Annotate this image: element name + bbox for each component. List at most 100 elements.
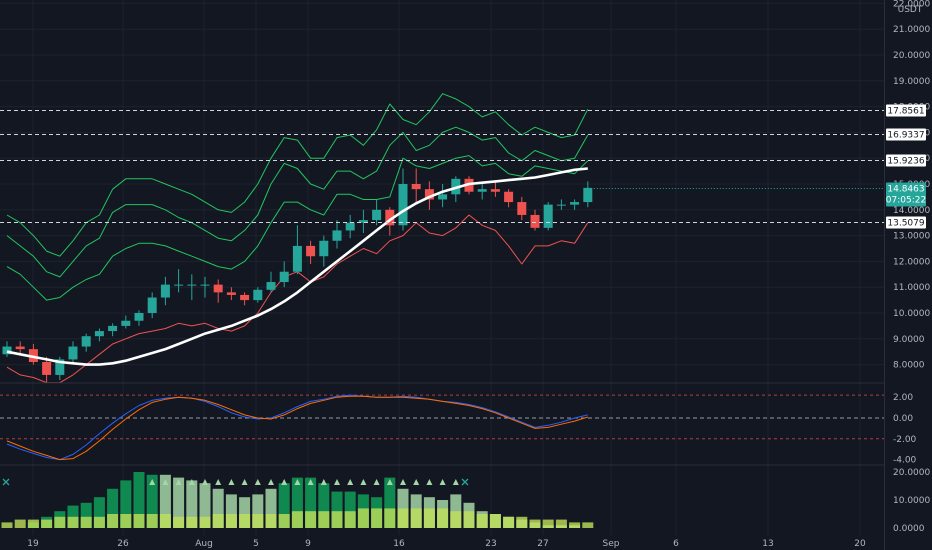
- time-axis-label: 6: [673, 539, 679, 549]
- candle[interactable]: [15, 341, 25, 355]
- histogram-bar-base: [54, 516, 66, 528]
- candle[interactable]: [345, 214, 355, 239]
- osc-axis-label: -4.00: [893, 456, 917, 466]
- histogram-bar-base: [371, 508, 383, 528]
- candle[interactable]: [358, 209, 368, 234]
- candle[interactable]: [147, 292, 157, 319]
- signal-triangle-marker: [149, 479, 156, 485]
- histogram-bar-base: [555, 519, 567, 528]
- candle-body: [411, 184, 421, 190]
- candle-body: [504, 191, 514, 203]
- candle-body: [200, 284, 210, 286]
- candle[interactable]: [332, 220, 342, 249]
- candle[interactable]: [200, 276, 210, 298]
- candle[interactable]: [134, 310, 144, 326]
- candle[interactable]: [2, 341, 12, 357]
- candle-body: [319, 240, 329, 257]
- candle[interactable]: [504, 189, 514, 208]
- bar-countdown-label: 07:05:22: [886, 196, 926, 206]
- candle[interactable]: [187, 274, 197, 301]
- candle[interactable]: [121, 315, 131, 329]
- signal-triangle-marker: [162, 479, 169, 485]
- candle[interactable]: [583, 181, 593, 208]
- price-level-tag: [886, 104, 926, 117]
- candle[interactable]: [253, 287, 263, 303]
- time-axis-label: 26: [117, 539, 129, 549]
- histogram-bar: [331, 491, 343, 528]
- band-line-upper-1: [6, 155, 589, 301]
- candle[interactable]: [213, 279, 223, 303]
- histogram-bar-base: [120, 514, 132, 528]
- histogram-bar: [305, 477, 317, 528]
- candle[interactable]: [543, 202, 553, 231]
- price-axis-label: 20.0000: [893, 51, 930, 61]
- time-axis-label: 23: [485, 539, 496, 549]
- candle[interactable]: [517, 196, 527, 221]
- time-axis[interactable]: 19 26 Aug 5 9 16 23 27 Sep 6 13 20: [27, 539, 866, 549]
- candle[interactable]: [94, 328, 104, 342]
- time-axis-label: 19: [27, 539, 39, 549]
- time-axis-label: 13: [762, 539, 773, 549]
- price-axis-label: 11.0000: [893, 283, 930, 293]
- price-axis-label: 8.0000: [893, 361, 925, 371]
- oscillator-pane[interactable]: [0, 394, 884, 461]
- candle[interactable]: [530, 209, 540, 231]
- histogram-bar-base: [41, 519, 53, 528]
- candle[interactable]: [398, 168, 408, 231]
- candle-body: [108, 325, 118, 332]
- price-level-tag-label: 17.8561: [887, 107, 924, 117]
- candle[interactable]: [279, 261, 289, 288]
- candle[interactable]: [477, 184, 487, 200]
- candle[interactable]: [372, 199, 382, 226]
- candle[interactable]: [42, 356, 52, 383]
- candle[interactable]: [81, 333, 91, 352]
- histogram-bar-base: [173, 516, 185, 528]
- histogram-bar-base: [199, 516, 211, 528]
- candle[interactable]: [411, 168, 421, 203]
- histogram-bar-base: [450, 511, 462, 528]
- histogram-bar-base: [239, 514, 251, 528]
- candle-body: [81, 336, 91, 347]
- histogram-bar-base: [80, 516, 92, 528]
- candle-body: [583, 187, 593, 203]
- price-pane[interactable]: [0, 93, 884, 384]
- hist-axis-label: 0.0000: [893, 524, 925, 534]
- histogram-bar-base: [318, 511, 330, 528]
- candle[interactable]: [174, 269, 184, 293]
- candle-body: [372, 209, 382, 221]
- signal-triangle-marker: [452, 479, 459, 485]
- signal-cross-marker: [2, 478, 10, 486]
- histogram-bar: [80, 502, 92, 528]
- histogram-pane[interactable]: [1, 472, 594, 528]
- candle[interactable]: [438, 184, 448, 208]
- candle[interactable]: [306, 240, 316, 264]
- candle[interactable]: [28, 343, 38, 365]
- histogram-bar-base: [305, 511, 317, 528]
- candle[interactable]: [160, 276, 170, 306]
- candle[interactable]: [556, 199, 566, 210]
- histogram-bar-base: [278, 514, 290, 528]
- histogram-bar: [291, 477, 303, 528]
- candle-body: [385, 209, 395, 226]
- signal-triangle-marker: [268, 479, 274, 485]
- signal-line: [6, 395, 588, 461]
- candle[interactable]: [240, 292, 250, 306]
- histogram-bar-base: [569, 522, 581, 528]
- candle[interactable]: [570, 199, 580, 210]
- candle-body: [68, 346, 78, 360]
- candle-body: [147, 297, 157, 313]
- candle[interactable]: [292, 225, 302, 275]
- signal-cross-marker: [461, 478, 469, 486]
- candle[interactable]: [68, 341, 78, 365]
- price-axis[interactable]: 22.000021.000020.000019.000018.000017.00…: [886, 0, 931, 534]
- histogram-bar: [252, 494, 264, 528]
- candle[interactable]: [226, 287, 236, 301]
- candle[interactable]: [319, 235, 329, 267]
- histogram-bar-base: [14, 519, 26, 528]
- candle-body: [438, 194, 448, 200]
- candle[interactable]: [108, 323, 118, 337]
- candle[interactable]: [266, 271, 276, 293]
- hist-axis-label: 10.0000: [893, 496, 930, 506]
- candle[interactable]: [490, 181, 500, 197]
